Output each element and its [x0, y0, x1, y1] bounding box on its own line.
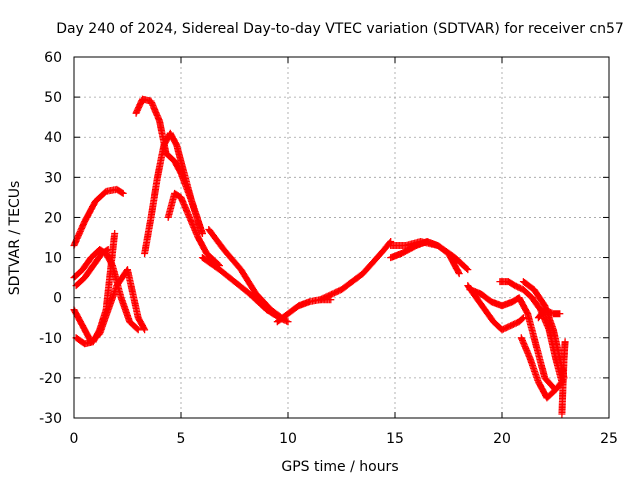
series-markers-10: [198, 254, 292, 326]
series-markers-12: [316, 238, 395, 304]
y-axis-label: SDTVAR / TECUs: [7, 181, 23, 296]
series-markers-7: [141, 129, 206, 257]
series-markers-5: [72, 246, 112, 290]
y-tick-label: -20: [39, 371, 62, 387]
series-arc-4: [72, 230, 119, 348]
series-markers-21: [558, 338, 569, 418]
series-arc-14: [387, 238, 472, 274]
series-arc-16: [466, 286, 559, 394]
series-markers-8: [164, 189, 223, 270]
y-tick-label: 50: [44, 90, 62, 106]
series-arc-20: [534, 306, 564, 322]
y-tick-label: 10: [44, 251, 62, 267]
y-tick-label: 30: [44, 170, 62, 186]
series-markers-4: [72, 230, 119, 348]
x-tick-label: 5: [177, 431, 186, 447]
series-markers-14: [387, 238, 472, 274]
y-tick-label: 20: [44, 210, 62, 226]
y-tick-label: -30: [39, 411, 62, 427]
tick-labels: 0 5 10 15 20 25 -30 -20 -10 0 10 20 30 40 50 60: [39, 50, 618, 447]
y-tick-label: 0: [53, 291, 62, 307]
series-arc-18: [517, 334, 566, 402]
series-arc-10: [198, 254, 292, 326]
series-arc-21: [558, 338, 569, 418]
x-axis-label: GPS time / hours: [281, 459, 398, 475]
series-arc-5: [72, 246, 112, 290]
x-tick-label: 25: [600, 431, 618, 447]
series-arc-12: [316, 238, 395, 304]
series-markers-16: [466, 286, 559, 394]
series-markers-18: [517, 334, 566, 402]
x-tick-label: 0: [70, 431, 79, 447]
x-tick-label: 15: [386, 431, 404, 447]
chart-title: Day 240 of 2024, Sidereal Day-to-day VTE…: [56, 21, 624, 37]
x-tick-label: 10: [279, 431, 297, 447]
plot-frame: [73, 56, 610, 419]
series-markers-20: [534, 306, 564, 322]
series-arc-8: [164, 189, 223, 270]
series-arc-7: [141, 129, 206, 257]
y-tick-label: 40: [44, 130, 62, 146]
y-tick-label: 60: [44, 50, 62, 66]
x-tick-label: 20: [493, 431, 511, 447]
y-tick-label: -10: [39, 331, 62, 347]
